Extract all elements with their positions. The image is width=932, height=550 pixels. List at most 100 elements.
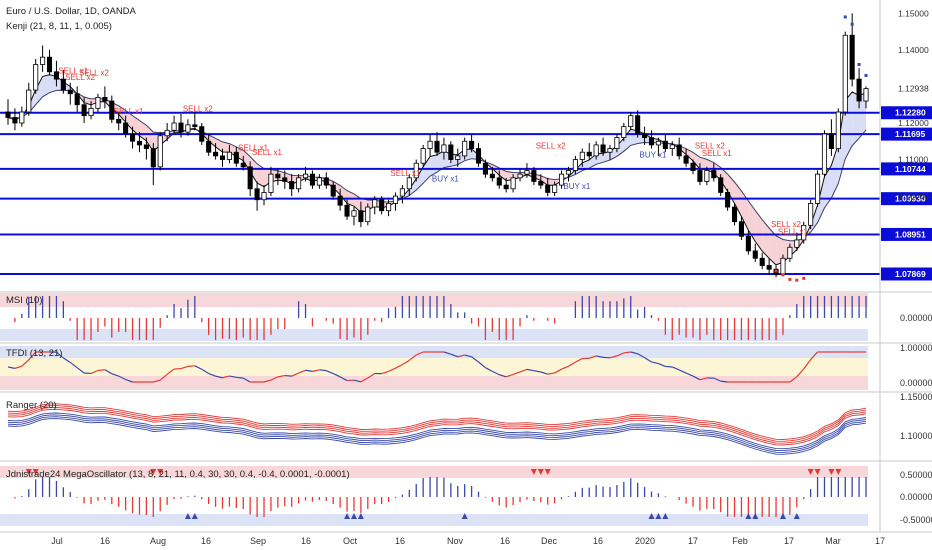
- candle-body: [316, 177, 322, 186]
- candle-body: [420, 148, 426, 164]
- cloud-segment: [416, 166, 424, 191]
- cloud-segment: [831, 144, 839, 198]
- candle-body: [275, 173, 281, 179]
- candle-body: [213, 151, 219, 157]
- sell-triangle: [807, 469, 814, 475]
- tfdi-segment: [616, 352, 625, 357]
- tfdi-segment: [485, 367, 493, 372]
- msi-title: MSI (10): [6, 295, 42, 306]
- level-value: 1.09930: [895, 194, 926, 204]
- buy-triangle: [461, 513, 468, 519]
- candle-body: [586, 151, 592, 157]
- cloud-segment: [838, 100, 846, 184]
- tfdi-segment: [229, 375, 237, 378]
- candle-body: [579, 151, 585, 160]
- time-tick: 17: [875, 536, 885, 546]
- tfdi-segment: [464, 354, 472, 358]
- cloud-segment: [603, 151, 610, 163]
- tfdi-segment: [125, 378, 133, 383]
- tfdi-segment: [277, 374, 285, 378]
- time-tick: 17: [688, 536, 698, 546]
- candle-body: [690, 162, 696, 171]
- mega-histogram: [14, 469, 867, 519]
- msi-pane[interactable]: MSI (10) 0.00000: [0, 291, 932, 341]
- candle-body: [351, 210, 357, 217]
- time-tick: 16: [593, 536, 603, 546]
- sell-signal: SELL x2: [536, 142, 566, 151]
- candle-body: [815, 173, 821, 204]
- candle-body: [392, 195, 399, 204]
- candle-body: [621, 126, 627, 139]
- candle-body: [794, 239, 800, 248]
- tfdi-segment: [242, 377, 251, 383]
- tfdi-segment: [7, 366, 16, 369]
- candle-body: [441, 144, 447, 153]
- level-tag: [881, 106, 932, 120]
- sell-signal: SELL x1: [778, 227, 808, 236]
- mega-pane[interactable]: Jdnistrade24 MegaOscillator (13, 8, 21, …: [0, 460, 932, 526]
- tfdi-pane[interactable]: TFDI (13, 21) 1.00000 0.00000: [0, 342, 932, 390]
- candle-body: [109, 100, 115, 120]
- tfdi-segment: [609, 355, 618, 359]
- tfdi-segment: [699, 377, 708, 381]
- candle-body: [102, 96, 108, 102]
- candle-body: [842, 34, 848, 113]
- sell-signal: SELL x2: [65, 73, 95, 82]
- price-pane[interactable]: 1.12280 1.11695 1.10744 1.09930 1.08951 1.078…: [0, 0, 932, 291]
- sell-triangle: [835, 469, 842, 475]
- candle-body: [302, 173, 309, 179]
- tfdi-segment: [533, 370, 541, 373]
- cloud-segment: [859, 92, 866, 139]
- candle-body: [614, 137, 620, 149]
- tfdi-tick-1: 0.00000: [900, 378, 932, 388]
- candle-body: [261, 192, 267, 201]
- candles: [5, 13, 869, 278]
- tfdi-segment: [547, 372, 555, 375]
- candle-body: [524, 170, 530, 175]
- candle-body: [185, 124, 191, 133]
- time-tick: Nov: [447, 536, 464, 546]
- tfdi-segment: [353, 379, 362, 383]
- tfdi-segment: [111, 373, 119, 377]
- tfdi-segment: [305, 369, 313, 372]
- candle-body: [53, 71, 59, 80]
- candle-body: [123, 122, 129, 135]
- price-tick: 1.15000: [898, 8, 929, 18]
- candle-body: [74, 93, 80, 106]
- candle-body: [704, 170, 710, 182]
- candle-body: [95, 96, 101, 109]
- tfdi-segment: [589, 355, 597, 359]
- candle-body: [635, 115, 641, 135]
- tfdi-segment: [554, 368, 562, 374]
- ranger-title: Ranger (20): [6, 400, 57, 411]
- candle-body: [164, 129, 170, 137]
- time-tick: 16: [201, 536, 211, 546]
- candle-body: [759, 257, 765, 266]
- tfdi-segment: [291, 372, 299, 377]
- tfdi-segment: [367, 373, 376, 379]
- candle-body: [669, 144, 675, 149]
- tfdi-segment: [97, 369, 105, 372]
- candle-body: [697, 170, 703, 182]
- cloud-segment: [852, 91, 860, 146]
- candle-body: [517, 173, 523, 179]
- cloud-segment: [499, 167, 507, 181]
- ranger-pane[interactable]: Ranger (20) 1.15000 1.10000: [0, 391, 932, 455]
- candle-body: [358, 210, 364, 223]
- level-tag: [881, 127, 932, 141]
- level-tag: [881, 267, 932, 281]
- cloud-segment: [125, 110, 133, 130]
- buy-triangle: [655, 513, 662, 519]
- candle-body: [81, 104, 87, 117]
- time-tick: 17: [784, 536, 794, 546]
- tfdi-segment: [69, 361, 78, 369]
- ranger-lines: [7, 403, 867, 455]
- ranger-tick-0: 1.15000: [900, 392, 932, 402]
- cloud-segment: [762, 219, 770, 259]
- sell-signal: SELL x1: [114, 107, 144, 116]
- candle-body: [386, 203, 392, 212]
- low-marker: [774, 269, 778, 273]
- tfdi-segment: [526, 368, 534, 372]
- tfdi-segment: [402, 359, 410, 366]
